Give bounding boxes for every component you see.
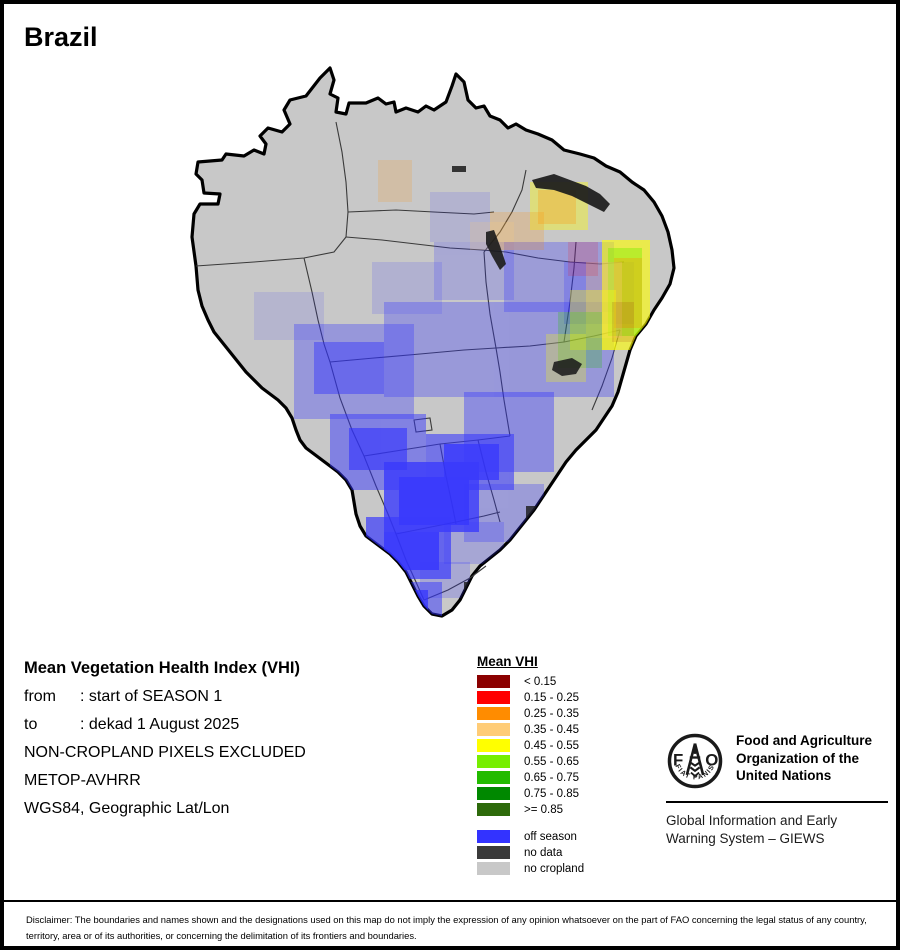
disclaimer-divider — [4, 900, 896, 902]
legend-swatch — [477, 755, 510, 768]
legend-item-no-cropland: no cropland — [474, 861, 644, 876]
legend-label: 0.55 - 0.65 — [524, 755, 579, 768]
legend-item: 0.35 - 0.45 — [474, 722, 644, 737]
giews-line2: Warning System – GIEWS — [666, 830, 825, 846]
legend-label: no data — [524, 846, 563, 859]
legend-item: >= 0.85 — [474, 802, 644, 817]
fao-name-line1: Food and Agriculture — [736, 733, 872, 748]
cropland-pixel-layer — [254, 160, 650, 616]
svg-text:O: O — [705, 751, 718, 770]
disclaimer-text: Disclaimer: The boundaries and names sho… — [26, 914, 867, 941]
fao-divider — [666, 801, 888, 803]
legend-label: no cropland — [524, 862, 585, 875]
legend-label: 0.75 - 0.85 — [524, 787, 579, 800]
legend-item: 0.25 - 0.35 — [474, 706, 644, 721]
legend-swatch — [477, 771, 510, 784]
fao-header: F O FIAT PANIS Food and Agriculture Orga… — [666, 732, 892, 790]
legend-label: < 0.15 — [524, 675, 557, 688]
legend-swatch — [477, 787, 510, 800]
vhi-map — [134, 62, 704, 632]
map-info-block: Mean Vegetation Health Index (VHI) from:… — [24, 659, 454, 828]
legend-label: 0.15 - 0.25 — [524, 691, 579, 704]
legend-label: 0.65 - 0.75 — [524, 771, 579, 784]
info-from-label: from — [24, 688, 56, 705]
info-heading: Mean Vegetation Health Index (VHI) — [24, 659, 300, 677]
info-projection: WGS84, Geographic Lat/Lon — [24, 800, 230, 817]
legend-swatch — [477, 691, 510, 704]
legend-swatch — [477, 707, 510, 720]
info-to-label: to — [24, 716, 38, 733]
brazil-map-svg — [190, 66, 676, 618]
info-from-value: : start of SEASON 1 — [80, 688, 223, 705]
brazil-landmass — [190, 66, 676, 618]
svg-text:F: F — [673, 751, 683, 770]
legend-label: 0.35 - 0.45 — [524, 723, 579, 736]
fao-branding-block: F O FIAT PANIS Food and Agriculture Orga… — [666, 732, 892, 848]
legend-item-off-season: off season — [474, 829, 644, 844]
page-title: Brazil — [24, 22, 98, 52]
legend-swatch — [477, 739, 510, 752]
legend-item: 0.65 - 0.75 — [474, 770, 644, 785]
legend-swatch — [477, 830, 510, 843]
off-season-pixels — [254, 192, 634, 616]
legend-label: 0.25 - 0.35 — [524, 707, 579, 720]
legend-label: >= 0.85 — [524, 803, 564, 816]
legend-item: 0.75 - 0.85 — [474, 786, 644, 801]
fao-name-line2: Organization of the — [736, 750, 859, 766]
legend-item: < 0.15 — [474, 674, 644, 689]
info-exclusion: NON-CROPLAND PIXELS EXCLUDED — [24, 744, 306, 761]
map-legend: Mean VHI < 0.15 0.15 - 0.25 0.25 - 0.35 … — [474, 654, 644, 877]
legend-label: 0.45 - 0.55 — [524, 739, 579, 752]
legend-separator-gap — [474, 818, 644, 829]
legend-swatch — [477, 803, 510, 816]
info-to-value: : dekad 1 August 2025 — [80, 716, 240, 733]
legend-item: 0.45 - 0.55 — [474, 738, 644, 753]
info-to-row: to : dekad 1 August 2025 — [24, 716, 454, 734]
fao-name-line3: United Nations — [736, 768, 832, 784]
fao-name: Food and Agriculture Organization of the… — [736, 732, 872, 785]
legend-item: 0.15 - 0.25 — [474, 690, 644, 705]
giews-name: Global Information and Early Warning Sys… — [666, 812, 892, 848]
legend-swatch — [477, 862, 510, 875]
legend-item-no-data: no data — [474, 845, 644, 860]
legend-title: Mean VHI — [477, 654, 538, 669]
legend-label: off season — [524, 830, 577, 843]
giews-line1: Global Information and Early — [666, 813, 838, 828]
legend-swatch — [477, 675, 510, 688]
legend-swatch — [477, 846, 510, 859]
legend-swatch — [477, 723, 510, 736]
fao-logo-icon: F O FIAT PANIS — [667, 733, 723, 789]
legend-item: 0.55 - 0.65 — [474, 754, 644, 769]
info-sensor: METOP-AVHRR — [24, 772, 141, 789]
info-from-row: from : start of SEASON 1 — [24, 688, 454, 706]
